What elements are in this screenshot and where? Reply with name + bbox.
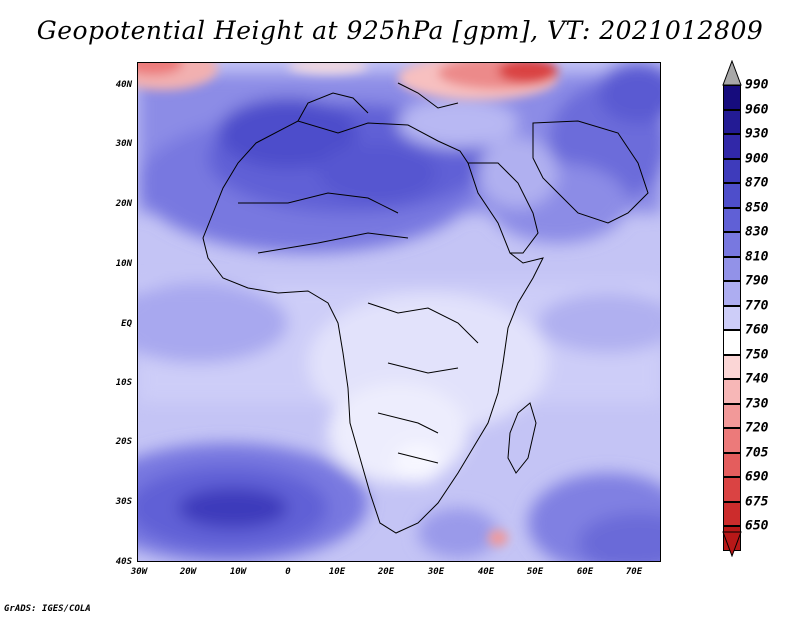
colorbar-level-label: 650 <box>745 518 769 534</box>
lat-label-30n: 30N <box>115 139 132 149</box>
colorbar-bottom-arrow <box>722 531 742 557</box>
colorbar-level-label: 850 <box>745 200 769 215</box>
lon-label-10w: 10W <box>229 567 247 577</box>
lon-label-40e: 40E <box>477 567 495 577</box>
lat-label-10s: 10S <box>115 378 132 388</box>
colorbar-level-label: 900 <box>745 151 769 166</box>
colorbar-level-label: 770 <box>745 298 769 313</box>
lat-label-40s: 40S <box>115 557 132 567</box>
colorbar-level-label: 790 <box>745 273 769 289</box>
lon-label-30e: 30E <box>427 567 445 577</box>
lat-label-20s: 20S <box>115 437 132 447</box>
colorbar-level-label: 675 <box>745 494 769 509</box>
lat-label-40n: 40N <box>115 80 132 90</box>
colorbar-top-arrow <box>722 60 742 86</box>
northern-low-shading <box>138 63 558 546</box>
colorbar-level-label: 830 <box>745 224 769 240</box>
geopotential-field <box>138 63 660 561</box>
lon-label-50e: 50E <box>526 567 544 577</box>
coastlines <box>202 82 649 534</box>
lon-label-0: 0 <box>285 567 291 577</box>
colorbar-swatch <box>723 501 741 526</box>
colorbar-level-label: 705 <box>745 445 769 460</box>
colorbar-level-label: 720 <box>745 420 769 436</box>
lat-label-eq: EQ <box>121 319 132 329</box>
colorbar-swatch <box>723 158 741 183</box>
lon-label-20w: 20W <box>179 567 197 577</box>
colorbar-level-label: 730 <box>745 396 769 411</box>
colorbar-level-label: 990 <box>745 77 769 93</box>
colorbar-swatch <box>723 281 741 306</box>
colorbar-level-label: 810 <box>745 249 769 264</box>
colorbar-swatch <box>723 134 741 159</box>
colorbar-swatch <box>723 452 741 477</box>
lat-label-20n: 20N <box>115 199 132 209</box>
colorbar-swatch <box>723 256 741 281</box>
colorbar-swatch <box>723 477 741 502</box>
grads-credit: GrADS: IGES/COLA <box>4 604 91 614</box>
colorbar-level-label: 740 <box>745 371 769 387</box>
colorbar-level-label: 690 <box>745 469 769 485</box>
colorbar-swatch <box>723 85 741 110</box>
lon-label-30w: 30W <box>130 567 148 577</box>
colorbar-level-label: 930 <box>745 126 769 142</box>
lat-label-30s: 30S <box>115 497 132 507</box>
chart-title: Geopotential Height at 925hPa [gpm], VT:… <box>36 16 764 45</box>
colorbar-level-label: 760 <box>745 322 769 338</box>
colorbar-swatch <box>723 428 741 453</box>
lon-label-60e: 60E <box>576 567 594 577</box>
colorbar-swatch <box>723 403 741 428</box>
colorbar-swatch <box>723 379 741 404</box>
lon-label-10e: 10E <box>328 567 346 577</box>
map-plot-area <box>137 62 661 562</box>
lon-label-20e: 20E <box>377 567 395 577</box>
colorbar-swatch <box>723 305 741 330</box>
colorbar-swatch <box>723 109 741 134</box>
colorbar-swatch <box>723 354 741 379</box>
colorbar-swatch <box>723 232 741 257</box>
colorbar-level-label: 870 <box>745 175 769 191</box>
colorbar-swatch <box>723 330 741 355</box>
lat-label-10n: 10N <box>115 259 132 269</box>
colorbar-swatch <box>723 207 741 232</box>
field-shading <box>138 63 660 561</box>
colorbar-level-label: 960 <box>745 102 769 117</box>
lon-label-70e: 70E <box>625 567 643 577</box>
colorbar-swatch <box>723 183 741 208</box>
colorbar-level-label: 750 <box>745 347 769 362</box>
